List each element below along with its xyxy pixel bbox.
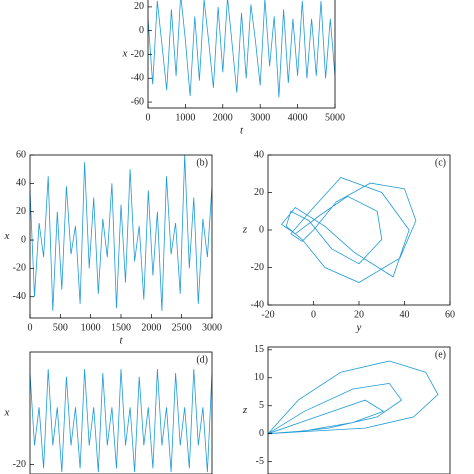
- x-axis-label: t: [119, 335, 123, 347]
- x-tick-label: 1000: [81, 322, 101, 333]
- y-axis-label: x: [122, 48, 128, 60]
- data-line: [30, 155, 212, 311]
- y-tick-label: 0: [139, 25, 144, 36]
- y-tick-label: 20: [134, 1, 144, 12]
- y-tick-label: -20: [13, 459, 26, 470]
- plot-area: [30, 369, 212, 473]
- y-tick-label: 0: [259, 224, 264, 235]
- x-tick-label: 3000: [250, 112, 270, 123]
- plot-area: [30, 155, 212, 311]
- x-axis-label: y: [356, 322, 362, 334]
- y-tick-label: 60: [16, 149, 26, 160]
- panel-label: (c): [435, 157, 446, 168]
- y-tick-label: 40: [254, 149, 264, 160]
- y-tick-label: -60: [131, 96, 144, 107]
- y-tick-label: 20: [16, 206, 26, 217]
- axes-frame: [147, 0, 336, 109]
- y-axis-label: x: [4, 230, 10, 242]
- x-tick-label: 2000: [141, 322, 161, 333]
- x-axis-label: t: [240, 125, 244, 137]
- data-line: [268, 360, 439, 435]
- y-tick-label: -40: [251, 299, 264, 310]
- y-tick-label: 10: [254, 372, 264, 383]
- y-tick-label: 40: [16, 178, 26, 189]
- x-tick-label: 40: [400, 309, 410, 320]
- y-tick-label: 15: [254, 344, 264, 355]
- x-tick-label: 1500: [111, 322, 131, 333]
- x-tick-label: 0: [28, 322, 33, 333]
- y-tick-label: -20: [131, 49, 144, 60]
- data-line: [148, 0, 335, 98]
- y-tick-label: -20: [13, 263, 26, 274]
- x-tick-label: 4000: [288, 112, 308, 123]
- y-axis-label: z: [242, 404, 248, 416]
- plot-area: [281, 177, 417, 283]
- y-axis-label: z: [242, 224, 248, 236]
- plot-area: [268, 360, 439, 435]
- panel-label: (b): [196, 157, 208, 168]
- y-tick-label: 20: [254, 187, 264, 198]
- plot-area: [148, 0, 335, 98]
- x-tick-label: 1000: [175, 112, 195, 123]
- y-tick-label: 0: [21, 234, 26, 245]
- axes-frame: [267, 346, 451, 474]
- x-tick-label: 20: [354, 309, 364, 320]
- axes-frame: [29, 351, 213, 474]
- x-tick-label: 60: [445, 309, 455, 320]
- x-tick-label: 2500: [172, 322, 192, 333]
- y-tick-label: -20: [251, 262, 264, 273]
- y-axis-label: x: [4, 407, 10, 419]
- data-line: [30, 369, 212, 473]
- x-tick-label: 500: [53, 322, 68, 333]
- panel-label: (d): [196, 354, 208, 365]
- x-tick-label: 2000: [213, 112, 233, 123]
- x-tick-label: 5000: [325, 112, 345, 123]
- y-tick-label: -40: [13, 291, 26, 302]
- panel-label: (e): [435, 349, 446, 360]
- x-tick-label: 0: [311, 309, 316, 320]
- y-tick-label: -5: [256, 456, 264, 467]
- axes-frame: [29, 154, 213, 319]
- y-tick-label: 5: [259, 400, 264, 411]
- y-tick-label: -40: [131, 73, 144, 84]
- x-tick-label: 3000: [202, 322, 222, 333]
- y-tick-label: 0: [259, 428, 264, 439]
- data-line: [281, 177, 417, 283]
- x-tick-label: 0: [146, 112, 151, 123]
- x-tick-label: -20: [261, 309, 274, 320]
